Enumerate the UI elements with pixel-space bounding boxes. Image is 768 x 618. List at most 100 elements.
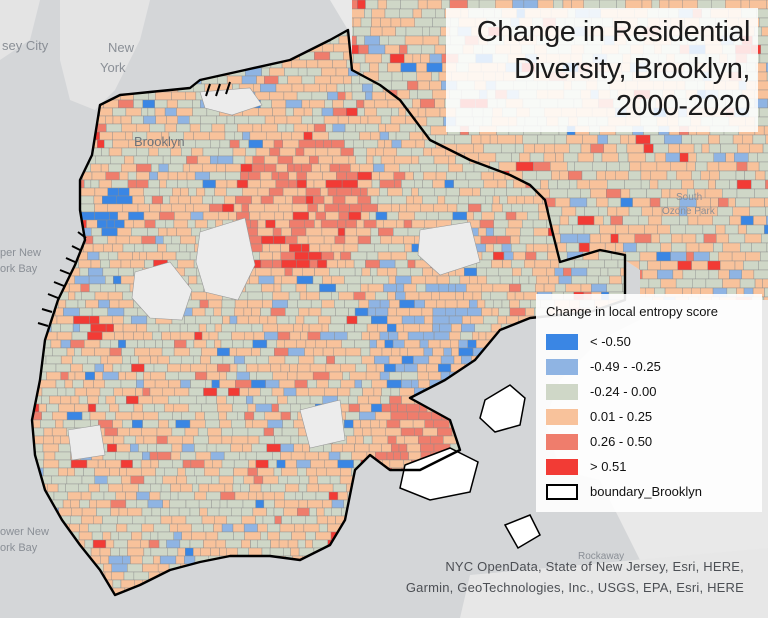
census-tract <box>151 507 161 517</box>
census-tract <box>291 515 306 525</box>
census-tract <box>477 299 486 309</box>
census-tract <box>751 242 768 253</box>
census-tract <box>719 134 734 145</box>
census-tract <box>200 115 217 125</box>
census-tract <box>403 283 417 293</box>
census-tract <box>467 339 477 349</box>
census-tract <box>399 299 415 309</box>
census-tract <box>314 123 326 133</box>
census-tract <box>679 143 695 154</box>
census-tract <box>448 155 456 165</box>
census-tract <box>308 307 322 317</box>
census-tract <box>537 134 556 145</box>
census-tract <box>713 152 726 163</box>
legend-title: Change in local entropy score <box>546 304 718 319</box>
jamaica-bay-island-2 <box>399 447 479 501</box>
census-tract <box>70 515 82 525</box>
census-tract <box>55 379 66 389</box>
census-tract <box>270 483 286 493</box>
census-tract <box>40 419 56 429</box>
census-tract <box>203 467 220 477</box>
census-tract <box>593 152 603 163</box>
census-tract <box>388 35 406 46</box>
census-tract <box>203 539 217 549</box>
census-tract <box>381 26 396 37</box>
census-tract <box>454 134 472 145</box>
census-tract <box>188 115 201 125</box>
census-tract <box>271 387 285 397</box>
census-tract <box>641 206 653 217</box>
census-tract <box>140 459 152 469</box>
census-tract <box>88 267 104 277</box>
census-tract <box>686 161 696 172</box>
census-tract <box>404 243 413 253</box>
census-tract <box>110 531 120 541</box>
census-tract <box>756 8 768 19</box>
census-tract <box>343 99 357 109</box>
census-tract <box>226 515 242 525</box>
census-tract <box>371 91 386 101</box>
census-tract <box>170 483 182 493</box>
census-tract <box>260 179 277 189</box>
census-tract <box>370 131 381 141</box>
census-tract <box>274 491 285 501</box>
census-tract <box>151 331 162 341</box>
census-tract <box>100 355 108 365</box>
census-tract <box>103 563 113 573</box>
census-tract <box>109 259 122 269</box>
census-tract <box>753 269 768 280</box>
census-tract <box>144 515 162 525</box>
census-tract <box>571 275 587 285</box>
census-tract <box>171 235 181 245</box>
legend-item: -0.49 - -0.25 <box>546 354 752 379</box>
census-tract <box>493 219 509 229</box>
census-tract <box>166 539 181 549</box>
census-tract <box>404 435 419 445</box>
census-tract <box>304 347 314 357</box>
census-tract <box>281 427 299 437</box>
census-tract <box>536 170 552 181</box>
census-tract <box>428 339 441 349</box>
census-tract <box>295 491 303 501</box>
census-tract <box>393 451 401 461</box>
census-tract <box>483 179 499 189</box>
census-tract <box>628 224 645 235</box>
census-tract <box>136 323 148 333</box>
census-tract <box>233 355 245 365</box>
census-tract <box>344 275 361 285</box>
census-tract <box>324 387 338 397</box>
census-tract <box>403 235 416 245</box>
census-tract <box>195 451 211 461</box>
census-tract <box>302 491 317 501</box>
census-tract <box>239 139 250 149</box>
census-tract <box>216 115 228 125</box>
census-tract <box>126 467 142 477</box>
census-tract <box>107 483 123 493</box>
census-tract <box>432 179 445 189</box>
census-tract <box>736 161 748 172</box>
census-tract <box>533 235 547 245</box>
census-tract <box>170 451 181 461</box>
census-tract <box>708 134 721 145</box>
census-tract <box>472 187 481 197</box>
census-tract <box>698 242 714 253</box>
census-tract <box>640 179 650 190</box>
census-tract <box>735 197 751 208</box>
census-tract <box>325 211 340 221</box>
census-tract <box>417 371 429 381</box>
census-tract <box>346 171 358 181</box>
census-tract <box>58 459 72 469</box>
census-tract <box>309 507 317 517</box>
census-tract <box>377 0 388 10</box>
census-tract <box>143 187 161 197</box>
census-tract <box>363 99 376 109</box>
census-tract <box>749 143 764 154</box>
census-tract <box>369 211 377 221</box>
census-tract <box>309 99 325 109</box>
census-tract <box>492 283 510 293</box>
census-tract <box>133 403 143 413</box>
census-tract <box>686 251 694 262</box>
census-tract <box>432 315 450 325</box>
census-tract <box>315 531 332 541</box>
census-tract <box>204 187 215 197</box>
